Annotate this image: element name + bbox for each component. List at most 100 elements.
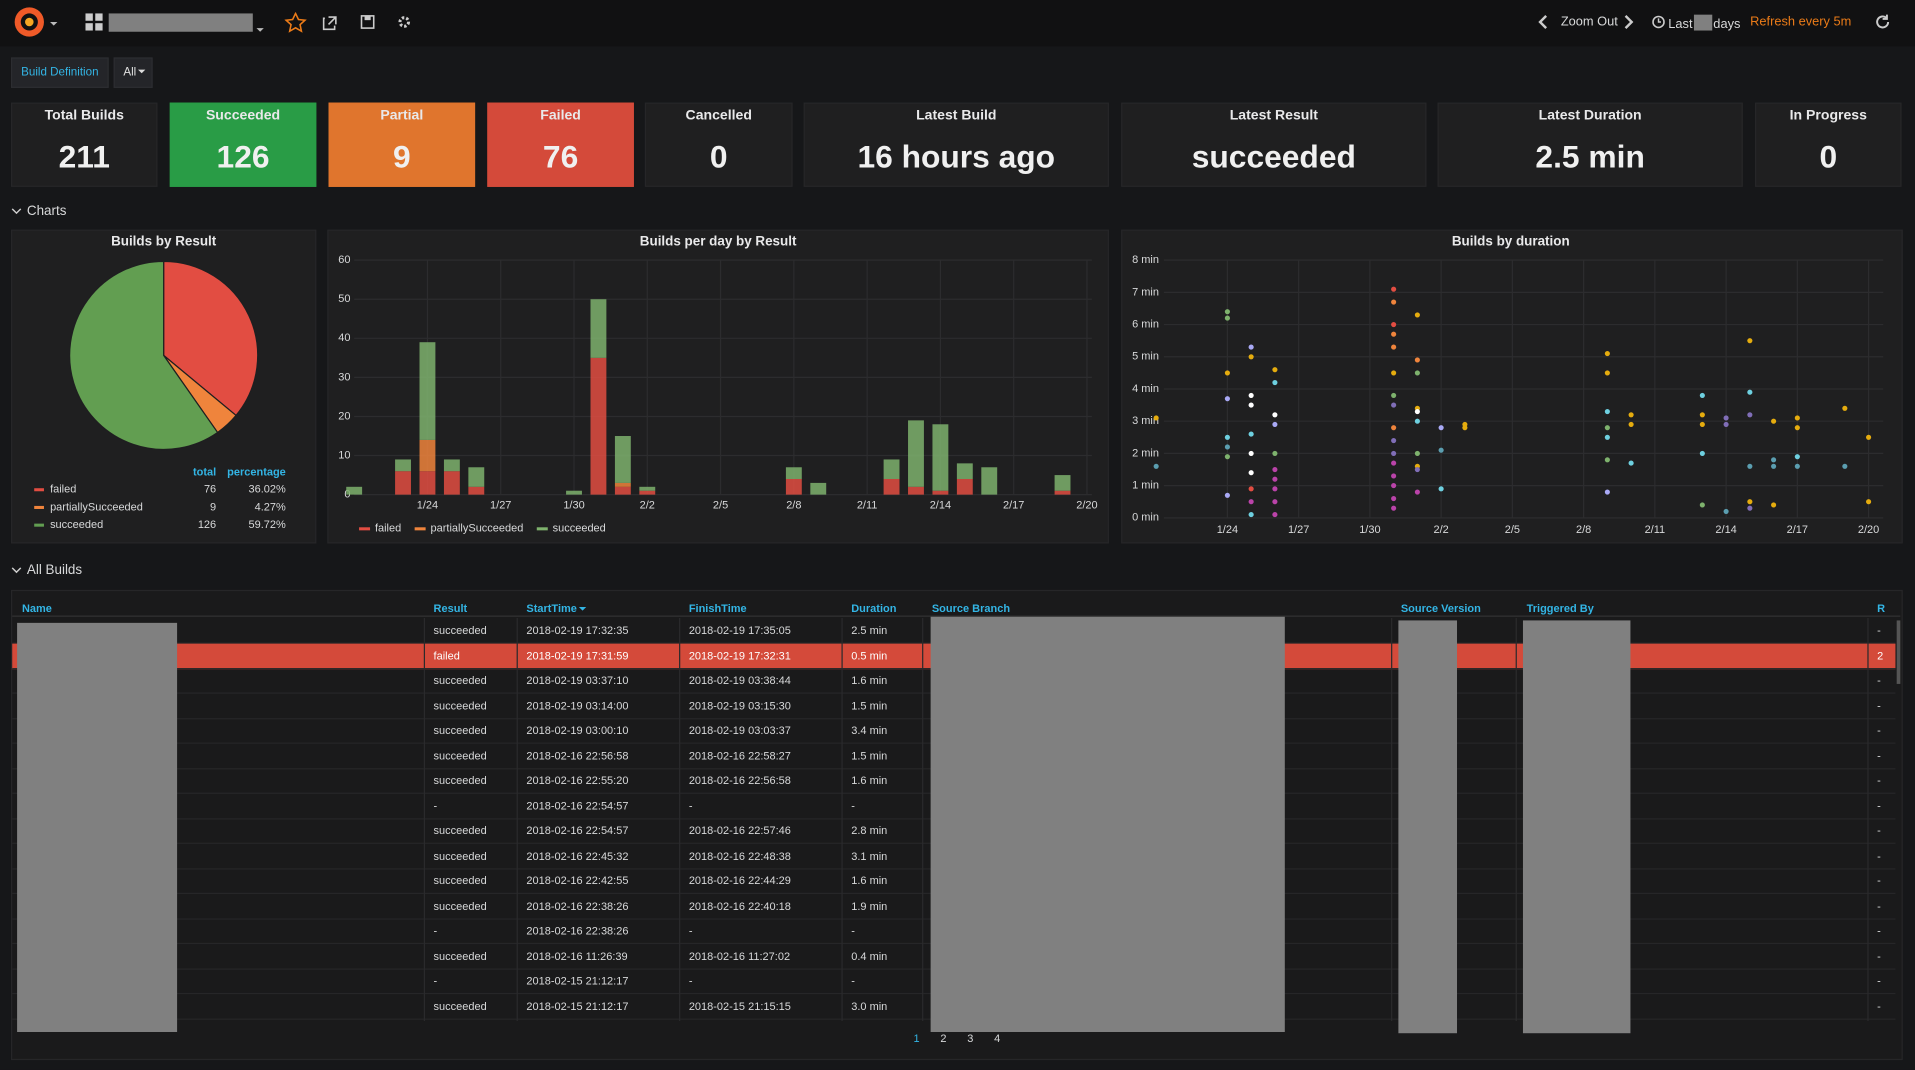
bar: [419, 439, 436, 472]
zoom-forward[interactable]: [1622, 13, 1637, 30]
time-range[interactable]: Last days: [1668, 14, 1740, 32]
point: [1723, 421, 1729, 427]
stat-value: 0: [1819, 138, 1838, 175]
zoom-back[interactable]: [1536, 13, 1551, 30]
column-header[interactable]: Duration: [851, 602, 897, 615]
point: [1391, 425, 1397, 431]
column-header[interactable]: Source Version: [1400, 602, 1481, 615]
section-title[interactable]: Charts: [26, 203, 67, 219]
point: [1391, 299, 1397, 305]
column-header[interactable]: FinishTime: [688, 602, 747, 615]
page-link[interactable]: 3: [967, 1031, 974, 1045]
y-tick-label: 4 min: [1132, 383, 1159, 395]
point: [1604, 350, 1610, 357]
refresh-interval[interactable]: Refresh every 5m: [1750, 14, 1852, 30]
point: [1723, 508, 1729, 514]
x-tick-label: 2/14: [930, 500, 951, 512]
y-tick-label: 30: [338, 371, 350, 383]
legend-total: 9: [210, 501, 216, 513]
bar: [468, 467, 485, 487]
point: [1699, 392, 1705, 398]
point: [1391, 392, 1397, 398]
column-header[interactable]: Result: [433, 602, 468, 615]
table-cell: -: [1877, 849, 1881, 862]
bar: [981, 467, 998, 495]
point: [1747, 338, 1753, 344]
point: [1248, 344, 1254, 350]
table-cell: 2.5 min: [851, 624, 888, 637]
point: [1842, 405, 1848, 411]
point: [1699, 502, 1705, 508]
bar: [956, 463, 973, 479]
variable-value[interactable]: All: [113, 57, 153, 88]
point: [1272, 412, 1278, 418]
table-cell: 2018-02-19 03:03:37: [688, 724, 791, 737]
point: [1438, 425, 1444, 431]
toolbar-icons[interactable]: [284, 12, 419, 34]
scrollbar[interactable]: [1896, 620, 1901, 684]
legend-percentage: 4.27%: [255, 501, 286, 513]
column-header[interactable]: StartTime: [526, 602, 587, 614]
table-cell: -: [851, 924, 855, 937]
x-tick-label: 2/20: [1076, 500, 1097, 512]
variable-value-text: All: [123, 65, 137, 80]
page-link[interactable]: 4: [994, 1031, 1001, 1045]
range-prefix: Last: [1668, 17, 1693, 32]
table-cell: 1.6 min: [851, 874, 888, 887]
legend-total: 76: [204, 484, 216, 496]
point: [1414, 312, 1420, 318]
y-tick-label: 50: [338, 293, 350, 305]
point: [1224, 315, 1230, 321]
point: [1699, 450, 1705, 456]
column-header[interactable]: R: [1877, 602, 1886, 615]
navbar: Zoom Out Last days Refresh every 5m: [0, 0, 1915, 47]
point: [1391, 370, 1397, 376]
pie-slice: [163, 260, 259, 417]
table-cell: 2018-02-15 21:12:17: [526, 974, 629, 987]
legend-header: total: [193, 467, 216, 479]
point: [1248, 402, 1254, 408]
stat-title: Partial: [380, 108, 424, 124]
column-header[interactable]: Triggered By: [1526, 602, 1594, 615]
x-tick-label: 2/5: [713, 500, 728, 512]
table-cell: 3.4 min: [851, 724, 888, 737]
section-title[interactable]: All Builds: [26, 563, 83, 578]
point: [1604, 370, 1610, 376]
stat-panel: Latest Duration 2.5 min: [1437, 102, 1743, 187]
collapse-icon[interactable]: [11, 564, 23, 576]
point: [1747, 499, 1753, 505]
table-cell: succeeded: [433, 749, 487, 762]
table-cell: 2018-02-16 22:45:32: [526, 849, 629, 862]
legend-label: partiallySucceeded: [431, 523, 524, 535]
x-tick-label: 1/30: [1359, 524, 1380, 536]
table-cell: -: [851, 974, 855, 987]
stat-title: Latest Duration: [1538, 108, 1642, 124]
column-header[interactable]: Name: [21, 602, 52, 615]
table-cell: -: [1877, 624, 1881, 637]
zoom-out[interactable]: Zoom Out: [1560, 14, 1618, 30]
column-separator: [516, 617, 518, 1022]
refresh-button[interactable]: [1875, 13, 1892, 30]
collapse-icon[interactable]: [11, 205, 23, 217]
point: [1604, 489, 1610, 495]
page-link[interactable]: 2: [940, 1031, 947, 1045]
point: [1771, 418, 1777, 424]
logo[interactable]: [10, 5, 59, 42]
point: [1224, 309, 1230, 315]
page-link[interactable]: 1: [913, 1031, 920, 1045]
point: [1414, 357, 1420, 363]
table-cell: -: [433, 974, 438, 987]
point: [1391, 437, 1397, 444]
column-header[interactable]: Source Branch: [931, 602, 1011, 615]
x-tick-label: 2/8: [786, 500, 801, 512]
point: [1224, 396, 1230, 402]
point: [1224, 454, 1230, 460]
point: [1391, 321, 1397, 328]
bar: [908, 420, 924, 487]
bar: [419, 471, 436, 495]
table-cell: succeeded: [433, 674, 487, 687]
point: [1272, 466, 1278, 473]
point: [1747, 505, 1753, 511]
dashboard-picker[interactable]: [83, 12, 266, 36]
x-tick-label: 2/8: [1576, 524, 1591, 536]
